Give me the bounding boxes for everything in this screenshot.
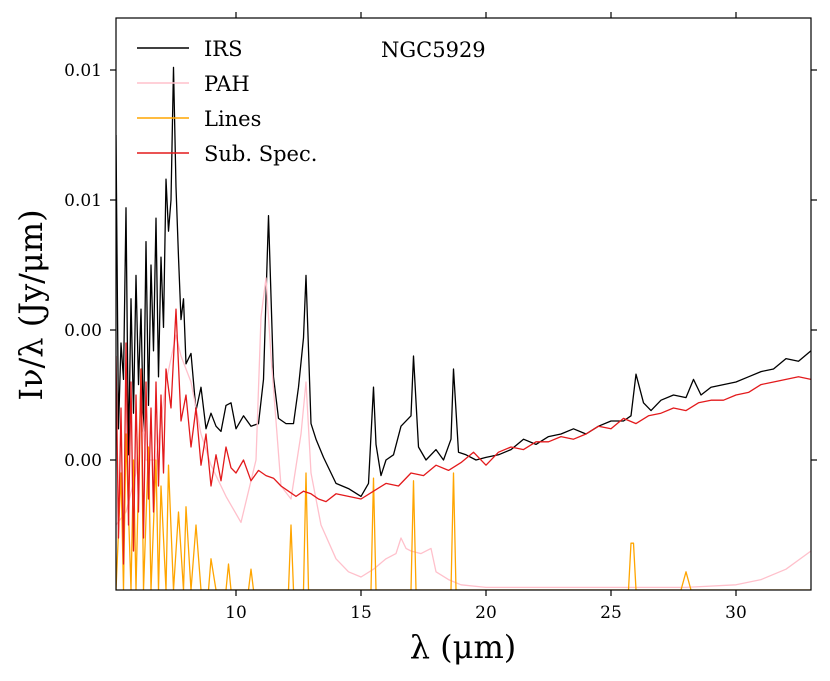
series-line-irs — [116, 66, 811, 498]
x-tick-label: 15 — [350, 603, 372, 623]
chart-title: NGC5929 — [381, 38, 486, 62]
y-axis: 0.00 0.00 0.01 0.01 — [64, 61, 817, 471]
x-tick-label: 25 — [600, 603, 622, 623]
y-tick-label: 0.01 — [64, 61, 102, 81]
legend-label-pah: PAH — [204, 72, 250, 96]
x-axis-title: λ (μm) — [410, 628, 517, 666]
y-axis-title: Iν/λ (Jy/μm) — [12, 209, 50, 400]
x-tick-label: 10 — [225, 603, 247, 623]
series-line-lines — [116, 368, 811, 590]
plot-frame — [115, 17, 812, 591]
series-line-sub-spec — [116, 308, 811, 565]
x-tick-label: 30 — [725, 603, 747, 623]
x-tick-label: 20 — [475, 603, 497, 623]
y-tick-label: 0.00 — [64, 321, 102, 341]
legend-label-sub-spec: Sub. Spec. — [204, 142, 317, 166]
legend: IRS PAH Lines Sub. Spec. — [137, 37, 317, 166]
series-line-pah — [116, 277, 811, 589]
legend-label-lines: Lines — [204, 107, 261, 131]
y-tick-label: 0.00 — [64, 451, 102, 471]
series-layer — [116, 66, 811, 590]
legend-label-irs: IRS — [204, 37, 243, 61]
x-axis: 10 15 20 25 30 — [225, 12, 747, 623]
y-tick-label: 0.01 — [64, 191, 102, 211]
